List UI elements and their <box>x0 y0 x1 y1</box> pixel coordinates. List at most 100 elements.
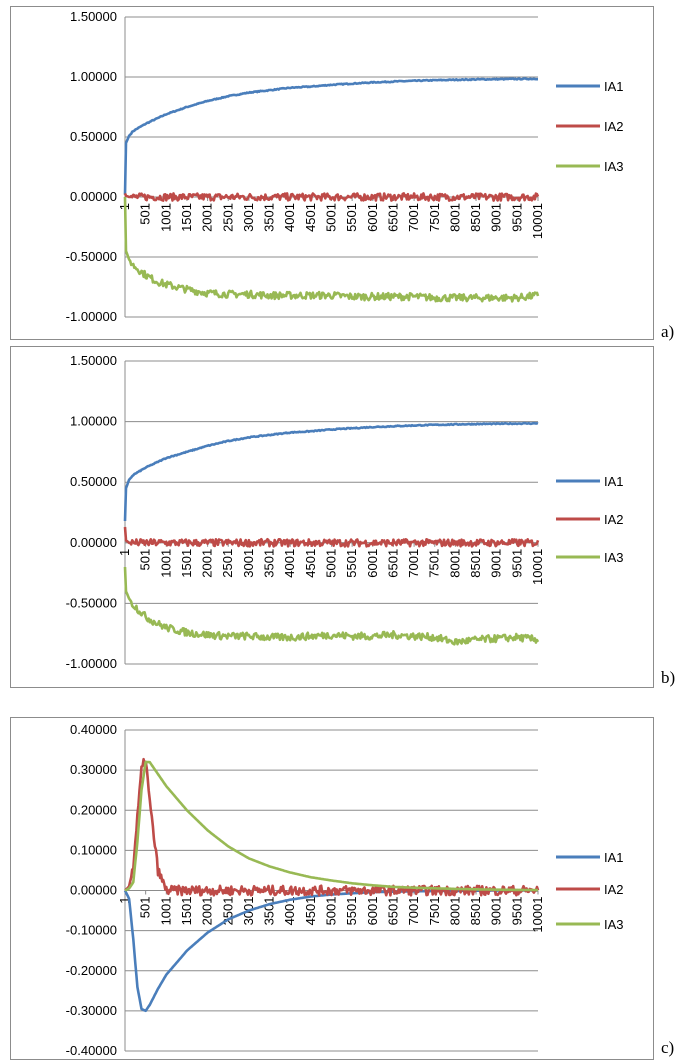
x-tick-label: 9501 <box>509 549 524 578</box>
series-line-ia1 <box>123 77 539 195</box>
x-tick-label: 4501 <box>303 897 318 926</box>
legend-label: IA1 <box>604 850 624 865</box>
x-tick-label: 6501 <box>385 203 400 232</box>
line-chart-c: 0.40000 0.30000 0.20000 0.10000 0.00000 -0.10… <box>66 722 624 1058</box>
y-tick-label: 0.50000 <box>70 129 117 144</box>
panel-label-a: a) <box>661 322 675 341</box>
chart-panel-c: 0.40000 0.30000 0.20000 0.10000 0.00000 -0.10… <box>10 717 654 1060</box>
x-tick-label: 1 <box>117 549 132 556</box>
x-tick-label: 2001 <box>200 549 215 578</box>
x-tick-label: 5501 <box>344 897 359 926</box>
y-tick-label: 0.10000 <box>70 842 117 857</box>
x-tick-label: 5501 <box>344 549 359 578</box>
legend-label: IA2 <box>604 119 624 134</box>
x-tick-label: 10001 <box>530 897 545 933</box>
y-tick-label: 0.20000 <box>70 802 117 817</box>
x-tick-label: 2001 <box>200 203 215 232</box>
x-tick-label: 501 <box>138 203 153 225</box>
x-tick-label: 2501 <box>220 549 235 578</box>
y-tick-label: -1.00000 <box>66 309 117 324</box>
line-chart-b: 1.50000 1.00000 0.50000 0.00000 -0.50000 -1.0… <box>66 353 624 671</box>
x-tick-label: 7501 <box>427 203 442 232</box>
x-tick-label: 8501 <box>468 549 483 578</box>
legend-label: IA3 <box>604 917 624 932</box>
x-tick-label: 2001 <box>200 897 215 926</box>
series-line-ia2 <box>123 192 540 202</box>
x-tick-label: 3001 <box>241 549 256 578</box>
x-tick-label: 7001 <box>406 549 421 578</box>
legend-label: IA3 <box>604 159 624 174</box>
x-tick-label: 5001 <box>324 549 339 578</box>
x-tick-label: 1501 <box>179 549 194 578</box>
y-tick-label: 0.30000 <box>70 762 117 777</box>
x-tick-label: 8001 <box>447 897 462 926</box>
x-tick-label: 5001 <box>324 897 339 926</box>
x-tick-label: 7501 <box>427 549 442 578</box>
x-tick-label: 1001 <box>158 549 173 578</box>
x-tick-label: 9001 <box>489 549 504 578</box>
x-tick-label: 1001 <box>158 897 173 926</box>
x-tick-label: 6501 <box>385 897 400 926</box>
x-tick-label: 2501 <box>220 203 235 232</box>
panel-label-b: b) <box>661 668 676 687</box>
y-tick-label: -0.10000 <box>66 923 117 938</box>
y-tick-label: 0.00000 <box>70 883 117 898</box>
chart-panel-a: 1.50000 1.00000 0.50000 0.00000 -0.50000 -1.0… <box>10 6 654 340</box>
y-tick-label: 1.50000 <box>70 9 117 24</box>
x-tick-label: 501 <box>138 549 153 571</box>
x-tick-label: 8001 <box>447 549 462 578</box>
line-chart-a: 1.50000 1.00000 0.50000 0.00000 -0.50000 -1.0… <box>66 9 624 324</box>
x-tick-label: 3501 <box>262 897 277 926</box>
y-tick-label: -0.30000 <box>66 1003 117 1018</box>
y-tick-label: 1.00000 <box>70 414 117 429</box>
x-tick-label: 6001 <box>365 897 380 926</box>
legend-label: IA1 <box>604 474 624 489</box>
series-line-ia2 <box>124 757 540 897</box>
x-tick-label: 1 <box>117 897 132 904</box>
y-tick-label: 0.00000 <box>70 535 117 550</box>
x-tick-label: 6501 <box>385 549 400 578</box>
series-line-ia1 <box>123 421 539 522</box>
series-line-ia3 <box>123 196 540 303</box>
x-tick-label: 5001 <box>324 203 339 232</box>
x-tick-label: 7501 <box>427 897 442 926</box>
y-tick-label: 1.00000 <box>70 69 117 84</box>
x-tick-label: 4501 <box>303 549 318 578</box>
y-tick-label: -1.00000 <box>66 656 117 671</box>
x-tick-label: 4001 <box>282 203 297 232</box>
x-tick-label: 9001 <box>489 897 504 926</box>
legend-label: IA3 <box>604 550 624 565</box>
series-line-ia3 <box>123 566 540 646</box>
y-tick-label: -0.40000 <box>66 1043 117 1058</box>
x-tick-label: 1501 <box>179 203 194 232</box>
panel-label-c: c) <box>661 1038 675 1057</box>
y-tick-label: 0.00000 <box>70 189 117 204</box>
x-tick-label: 3501 <box>262 203 277 232</box>
y-tick-label: -0.20000 <box>66 963 117 978</box>
x-tick-label: 8001 <box>447 203 462 232</box>
y-tick-label: 0.40000 <box>70 722 117 737</box>
x-tick-label: 7001 <box>406 897 421 926</box>
y-tick-label: -0.50000 <box>66 249 117 264</box>
legend-label: IA2 <box>604 512 624 527</box>
x-tick-label: 6001 <box>365 549 380 578</box>
x-tick-label: 4501 <box>303 203 318 232</box>
x-tick-label: 8501 <box>468 203 483 232</box>
x-tick-label: 6001 <box>365 203 380 232</box>
y-tick-label: -0.50000 <box>66 595 117 610</box>
x-tick-label: 1001 <box>158 203 173 232</box>
legend-label: IA1 <box>604 79 624 94</box>
y-tick-label: 0.50000 <box>70 474 117 489</box>
x-tick-label: 9501 <box>509 897 524 926</box>
x-tick-label: 3001 <box>241 203 256 232</box>
series-line-ia2 <box>123 526 540 548</box>
x-tick-label: 9001 <box>489 203 504 232</box>
x-tick-label: 4001 <box>282 897 297 926</box>
x-tick-label: 7001 <box>406 203 421 232</box>
x-tick-label: 3501 <box>262 549 277 578</box>
y-tick-label: 1.50000 <box>70 353 117 368</box>
x-tick-label: 9501 <box>509 203 524 232</box>
series-line-ia3 <box>124 760 539 892</box>
x-tick-label: 10001 <box>530 203 545 239</box>
x-tick-label: 1501 <box>179 897 194 926</box>
